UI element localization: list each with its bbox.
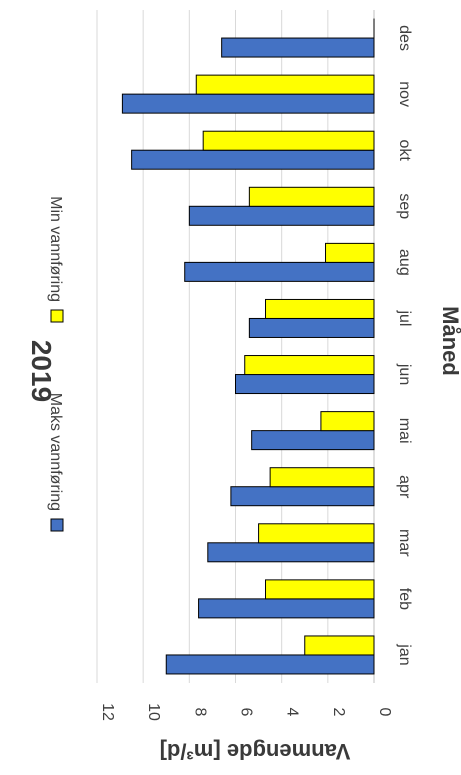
category-axis-labels: jan feb mar apr mai jun jul aug sep okt nov des — [396, 25, 413, 665]
category-label-des: des — [396, 25, 413, 51]
value-tick-label: 6 — [238, 708, 255, 717]
bar-min-nov — [195, 74, 375, 95]
bar-maks-aug — [184, 261, 375, 282]
category-label-jul: jul — [396, 309, 413, 326]
bar-min-sep — [248, 186, 375, 207]
bar-min-jun — [244, 355, 375, 376]
legend: Maks vannføring Min vannføring — [47, 196, 64, 532]
bar-min-apr — [269, 467, 375, 488]
bar-maks-jan — [165, 654, 375, 675]
bars — [121, 18, 375, 675]
category-label-mar: mar — [396, 529, 413, 557]
bar-min-aug — [325, 242, 375, 263]
bar-min-mai — [320, 411, 375, 432]
value-tick-label: 0 — [376, 708, 393, 717]
value-tick-label: 4 — [284, 708, 301, 717]
bar-maks-mar — [207, 542, 375, 563]
bar-min-mar — [258, 523, 375, 544]
category-label-sep: sep — [396, 193, 413, 219]
category-label-jan: jan — [396, 643, 413, 665]
value-tick-label: 10 — [145, 703, 162, 721]
category-label-feb: feb — [396, 588, 413, 610]
legend-swatch-maks — [50, 518, 64, 532]
bar-maks-mai — [251, 430, 375, 451]
bar-maks-nov — [121, 93, 375, 114]
legend-label-min: Min vannføring — [47, 196, 64, 302]
bar-min-okt — [202, 130, 375, 151]
category-label-aug: aug — [396, 249, 413, 276]
category-label-mai: mai — [396, 418, 413, 444]
bar-maks-okt — [131, 149, 375, 170]
legend-label-maks: Maks vannføring — [47, 393, 64, 511]
value-tick-label: 8 — [191, 708, 208, 717]
value-tick-label: 12 — [99, 703, 116, 721]
value-tick-label: 2 — [330, 708, 347, 717]
y-axis-title: Vanmengde [m³/d] — [160, 739, 351, 764]
gridlines — [96, 10, 375, 683]
chart-title: 2019 — [26, 340, 57, 402]
bar-min-jan — [304, 635, 375, 656]
category-label-jun: jun — [396, 363, 413, 385]
category-label-apr: apr — [396, 475, 413, 499]
legend-swatch-min — [50, 309, 64, 323]
bar-min-feb — [265, 579, 375, 600]
value-axis-labels: 0 2 4 6 8 10 12 — [99, 703, 393, 721]
category-label-nov: nov — [396, 81, 413, 107]
x-axis-title: Måned — [438, 306, 461, 376]
bar-maks-jul — [248, 317, 375, 338]
bar-maks-apr — [230, 486, 375, 507]
bar-maks-feb — [198, 598, 375, 619]
bar-maks-des — [221, 37, 375, 58]
bar-maks-jun — [235, 374, 375, 395]
bar-maks-sep — [188, 205, 375, 226]
bar-min-jul — [265, 298, 375, 319]
category-label-okt: okt — [396, 140, 413, 162]
